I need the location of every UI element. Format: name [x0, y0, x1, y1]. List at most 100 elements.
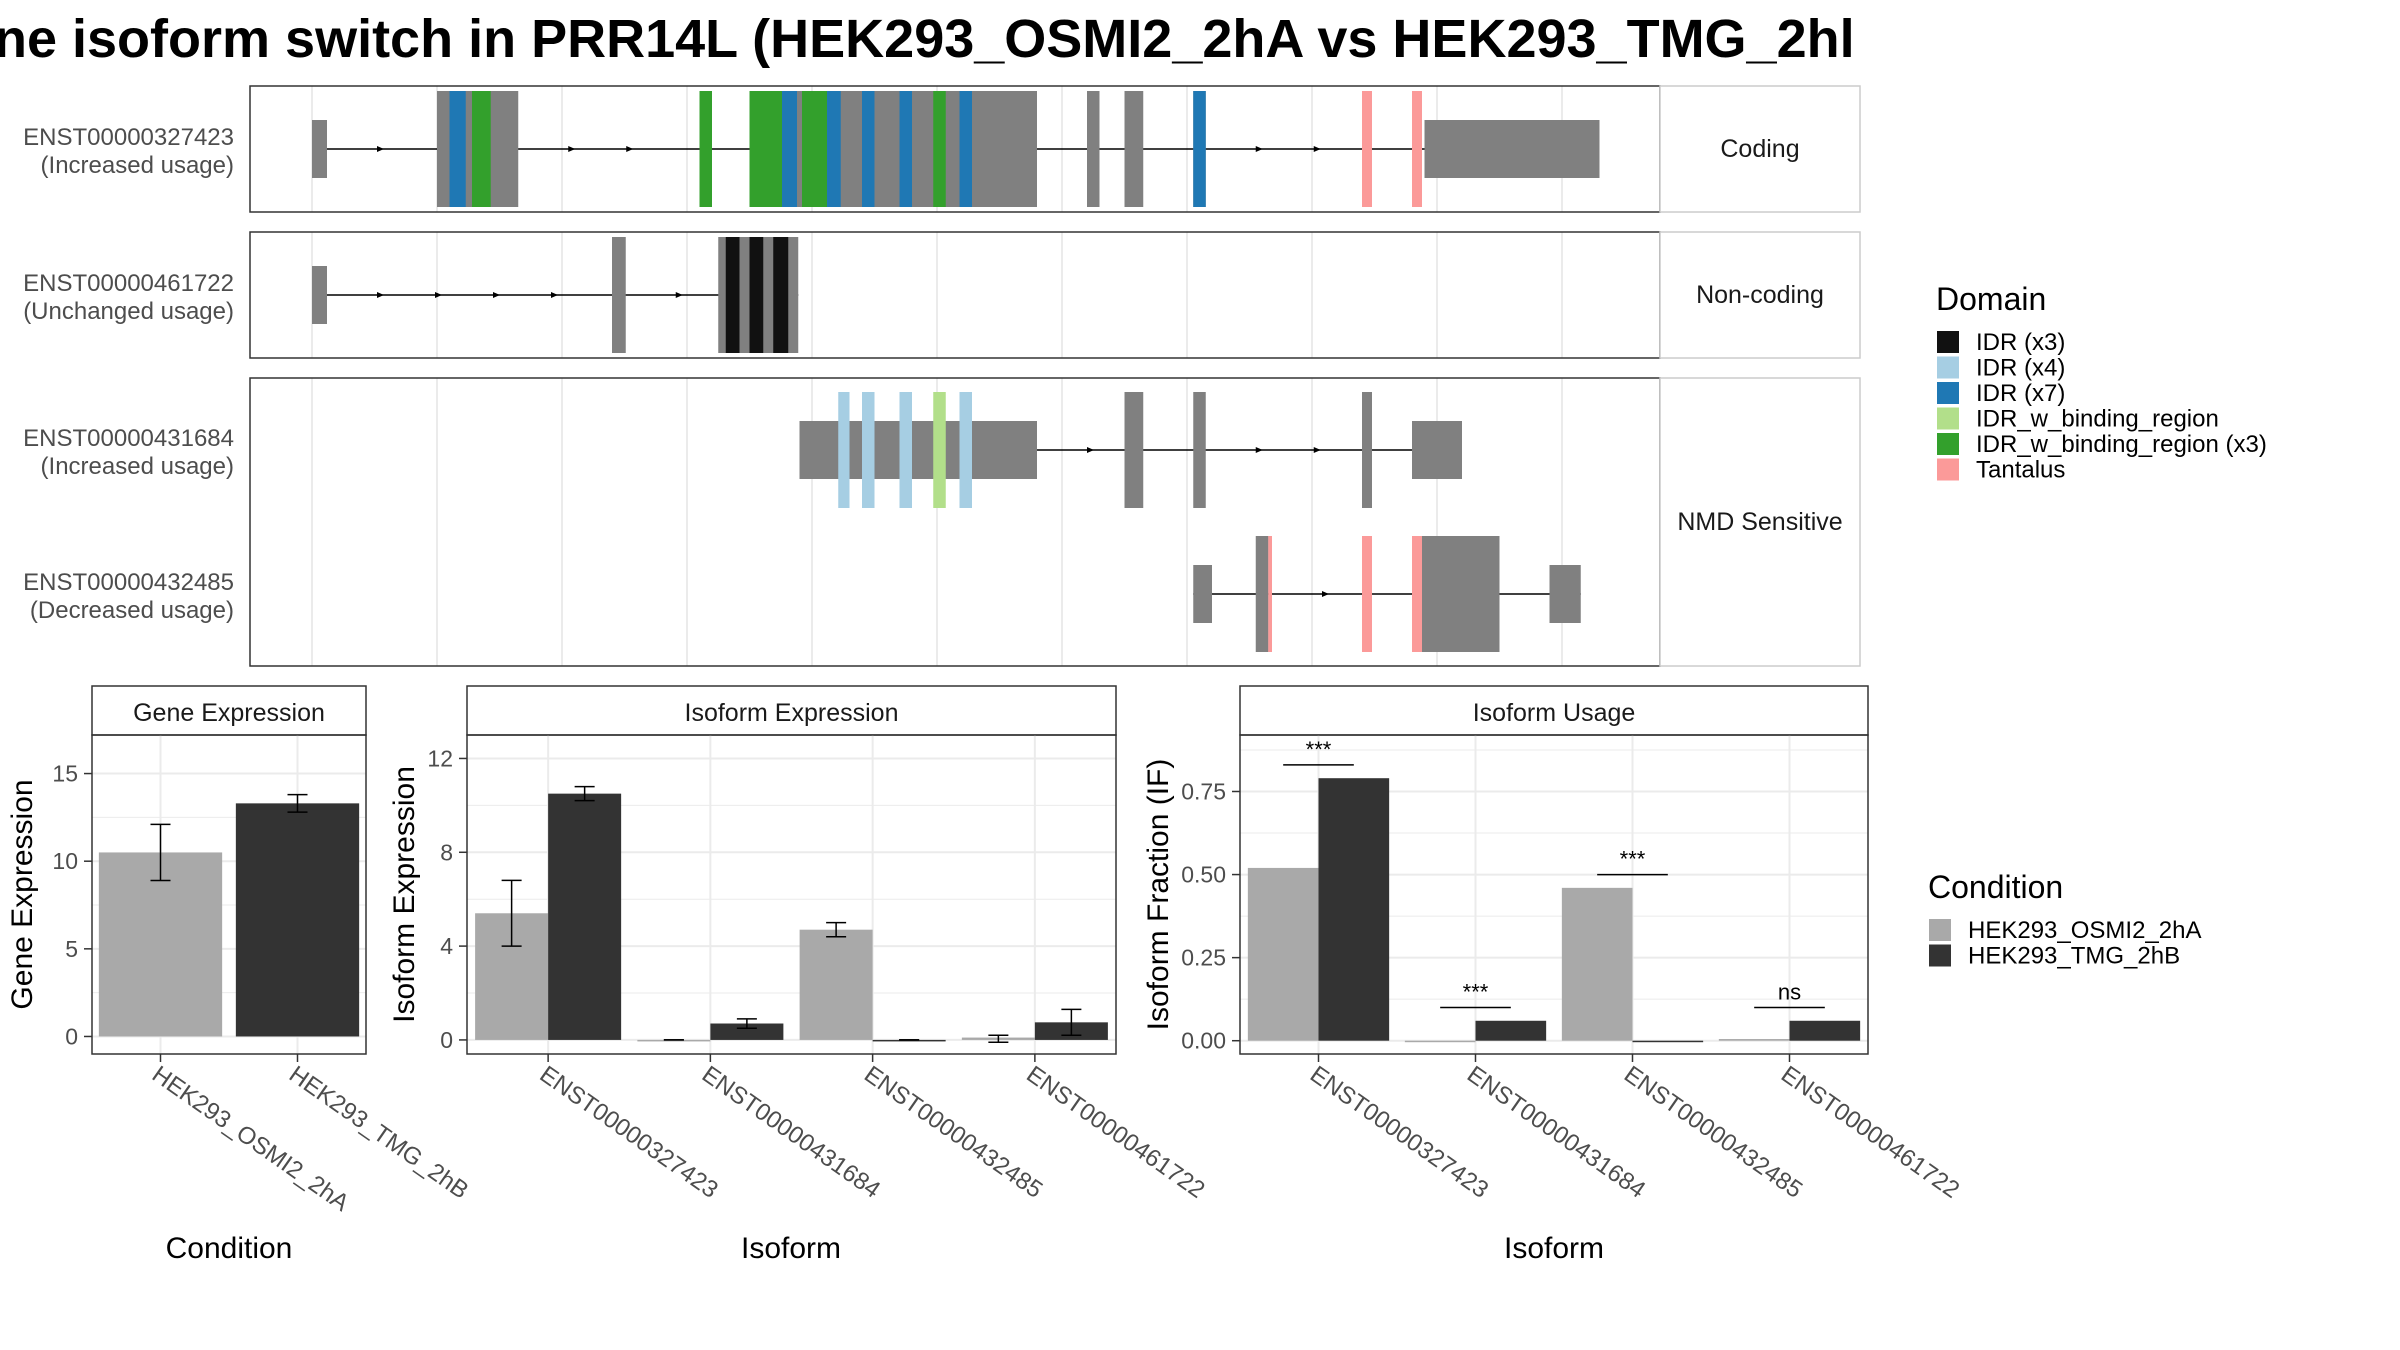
transcript-id-label: ENST00000327423: [23, 124, 234, 151]
domain-segment: [699, 91, 712, 207]
y-tick-label: 0.00: [1181, 1028, 1226, 1054]
transcript-usage-label: (Unchanged usage): [23, 298, 234, 325]
y-tick-label: 8: [440, 839, 453, 865]
exon-box: [799, 421, 1037, 479]
figure-title: ne isoform switch in PRR14L (HEK293_OSMI…: [0, 9, 1855, 69]
transcript-id-label: ENST00000461722: [23, 270, 234, 297]
domain-legend-label: IDR_w_binding_region (x3): [1976, 431, 2267, 458]
significance-label: ***: [1306, 737, 1332, 762]
intron-arrow: [377, 146, 384, 152]
domain-segment: [1268, 536, 1272, 652]
transcript-usage-label: (Decreased usage): [30, 597, 234, 624]
domain-segment: [838, 392, 850, 508]
intron-arrow: [493, 292, 500, 298]
domain-segment: [1412, 91, 1422, 207]
exon-box: [718, 237, 725, 353]
intron-arrow: [626, 146, 634, 152]
domain-segment: [773, 237, 789, 353]
domain-legend-title: Domain: [1936, 281, 2046, 317]
intron-arrow: [377, 292, 384, 298]
intron-arrow: [1313, 146, 1321, 152]
significance-label: ns: [1778, 979, 1801, 1004]
condition-legend-swatch: [1929, 919, 1951, 941]
domain-legend-label: IDR (x4): [1976, 355, 2065, 382]
y-tick-label: 12: [427, 745, 453, 771]
facet-label: Non-coding: [1696, 281, 1824, 309]
domain-segment: [933, 91, 946, 207]
chart-title: Gene Expression: [133, 699, 325, 727]
y-tick-label: 0.25: [1181, 945, 1226, 971]
facet-strip: [1659, 377, 1861, 667]
exon-box: [312, 120, 327, 178]
bar: [98, 852, 223, 1037]
bar: [1404, 1040, 1476, 1043]
exon-box: [1255, 536, 1269, 652]
domain-legend-label: IDR (x7): [1976, 380, 2065, 407]
transcript-id-label: ENST00000431684: [23, 425, 234, 452]
domain-segment: [449, 91, 466, 207]
bar: [710, 1023, 784, 1040]
domain-segment: [899, 392, 912, 508]
domain-segment: [782, 91, 797, 207]
transcript-id-label: ENST00000432485: [23, 569, 234, 596]
x-tick-label: ENST00000431684: [697, 1061, 885, 1204]
exon-box: [1412, 421, 1462, 479]
exon-box: [749, 91, 1037, 207]
domain-segment: [802, 91, 827, 207]
chart-title: Isoform Usage: [1473, 699, 1636, 727]
exon-box: [1424, 536, 1500, 652]
intron-arrow: [551, 292, 558, 298]
condition-legend-title: Condition: [1928, 869, 2063, 905]
y-axis-label: Isoform Expression: [388, 766, 421, 1023]
exon-box: [1124, 91, 1144, 207]
y-tick-label: 0: [65, 1023, 78, 1049]
bar: [799, 929, 873, 1040]
isoform-usage-chart: Isoform Usage *** *** *** ns 0.00 0.25 0.50 0.75…: [1142, 685, 1964, 1265]
bar: [1561, 887, 1633, 1041]
intron-arrow: [1313, 447, 1321, 453]
bar: [1718, 1039, 1790, 1041]
bar: [1475, 1020, 1547, 1041]
exon-box: [1124, 392, 1144, 508]
exon-box: [1424, 120, 1600, 178]
plot-border: [1239, 734, 1869, 1055]
facet-strip: [1659, 85, 1861, 213]
y-tick-label: 15: [52, 761, 78, 787]
x-axis-label: Isoform: [741, 1232, 841, 1265]
domain-legend-swatch: [1937, 458, 1959, 481]
exon-box: [1193, 565, 1212, 623]
intron-arrow: [1255, 146, 1263, 152]
bar: [548, 793, 622, 1040]
condition-legend-label: HEK293_OSMI2_2hA: [1968, 917, 2201, 944]
condition-legend-label: HEK293_TMG_2hB: [1968, 943, 2180, 970]
domain-segment: [1193, 91, 1206, 207]
intron-arrow: [675, 292, 683, 298]
domain-legend-swatch: [1937, 356, 1959, 379]
exon-box: [1193, 392, 1206, 508]
chart-strip: [466, 685, 1117, 736]
domain-legend-label: IDR (x3): [1976, 329, 2065, 356]
intron-arrow: [1255, 447, 1263, 453]
y-tick-label: 5: [65, 936, 78, 962]
domain-segment: [899, 91, 912, 207]
intron-arrow: [1322, 591, 1329, 597]
condition-legend-swatch: [1929, 944, 1951, 967]
domain-legend-swatch: [1937, 382, 1959, 404]
domain-segment: [725, 237, 740, 353]
domain-segment: [959, 392, 972, 508]
x-tick-label: ENST00000432485: [859, 1061, 1047, 1204]
transcript-usage-label: (Increased usage): [41, 152, 234, 179]
domain-segment: [472, 91, 491, 207]
y-tick-label: 0.75: [1181, 778, 1226, 804]
bar: [235, 803, 360, 1037]
domain-legend-label: Tantalus: [1976, 457, 2065, 484]
plot-border: [466, 734, 1117, 1055]
exon-box: [1087, 91, 1100, 207]
transcript-usage-label: (Increased usage): [41, 453, 234, 480]
domain-segment: [862, 91, 875, 207]
intron-arrow: [568, 146, 576, 152]
domain-legend-label: IDR_w_binding_region: [1976, 406, 2219, 433]
